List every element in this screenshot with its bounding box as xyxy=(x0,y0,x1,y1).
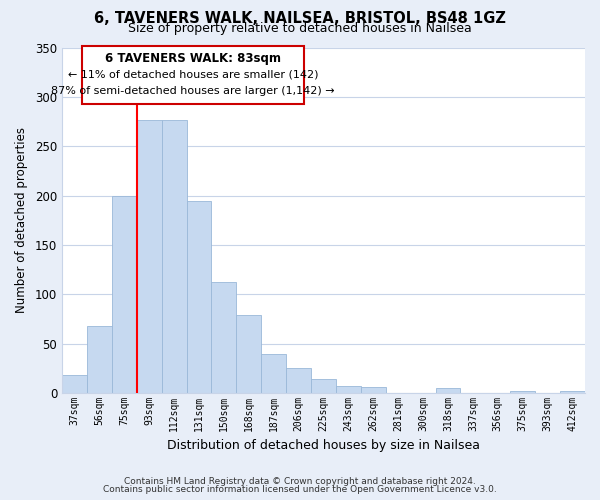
Bar xyxy=(311,380,336,393)
Text: Contains public sector information licensed under the Open Government Licence v3: Contains public sector information licen… xyxy=(103,485,497,494)
Text: 6 TAVENERS WALK: 83sqm: 6 TAVENERS WALK: 83sqm xyxy=(105,52,281,65)
Bar xyxy=(211,282,236,393)
Y-axis label: Number of detached properties: Number of detached properties xyxy=(15,128,28,314)
Bar xyxy=(436,388,460,393)
X-axis label: Distribution of detached houses by size in Nailsea: Distribution of detached houses by size … xyxy=(167,440,480,452)
Bar xyxy=(336,386,361,393)
Bar xyxy=(510,391,535,393)
Text: 6, TAVENERS WALK, NAILSEA, BRISTOL, BS48 1GZ: 6, TAVENERS WALK, NAILSEA, BRISTOL, BS48… xyxy=(94,11,506,26)
Bar xyxy=(560,391,585,393)
Bar xyxy=(161,120,187,393)
Bar xyxy=(112,196,137,393)
Bar xyxy=(236,315,261,393)
Text: ← 11% of detached houses are smaller (142): ← 11% of detached houses are smaller (14… xyxy=(68,70,318,80)
Bar xyxy=(137,120,161,393)
Bar xyxy=(261,354,286,393)
Bar xyxy=(87,326,112,393)
Bar xyxy=(62,376,87,393)
Text: Size of property relative to detached houses in Nailsea: Size of property relative to detached ho… xyxy=(128,22,472,35)
Bar xyxy=(286,368,311,393)
Bar xyxy=(361,387,386,393)
Bar xyxy=(187,200,211,393)
FancyBboxPatch shape xyxy=(82,46,304,104)
Text: Contains HM Land Registry data © Crown copyright and database right 2024.: Contains HM Land Registry data © Crown c… xyxy=(124,477,476,486)
Text: 87% of semi-detached houses are larger (1,142) →: 87% of semi-detached houses are larger (… xyxy=(51,86,335,96)
